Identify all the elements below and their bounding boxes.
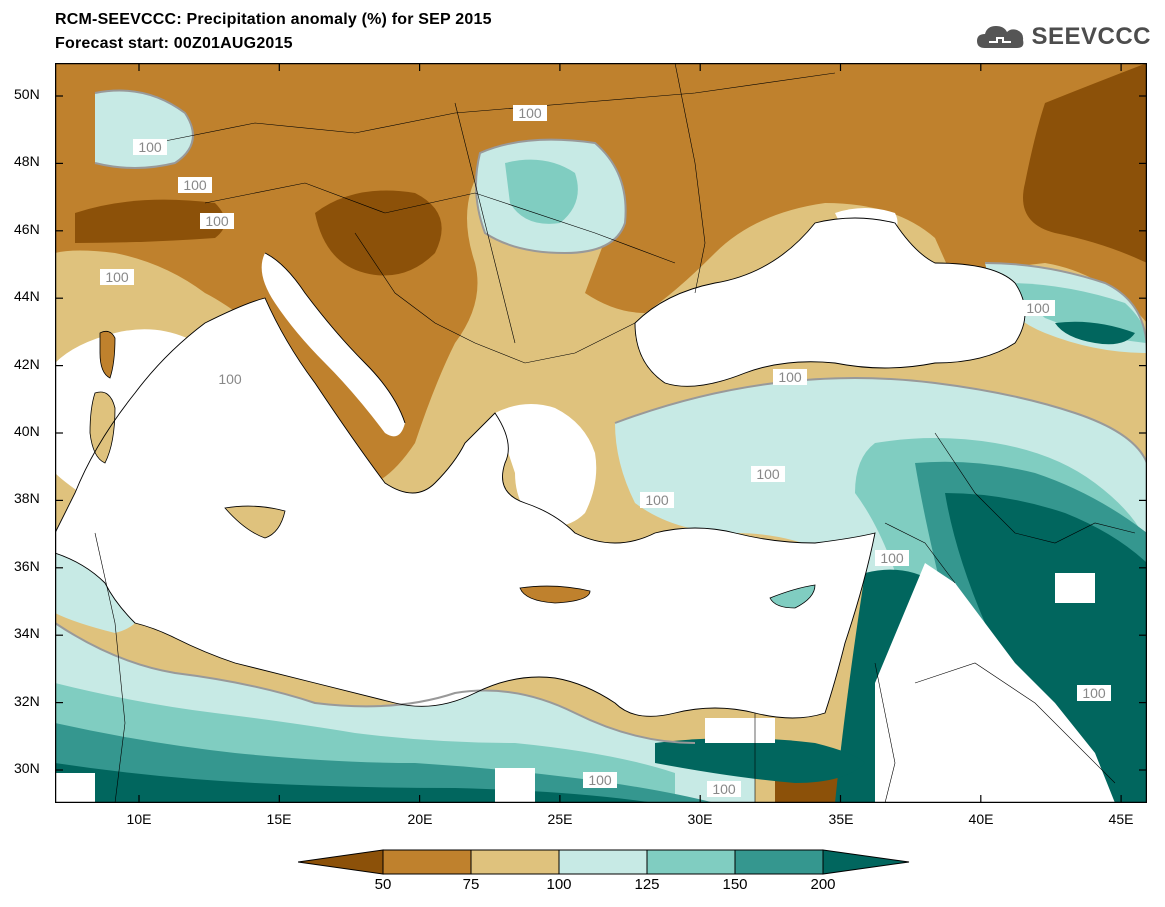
svg-text:100: 100 — [588, 772, 612, 788]
legend-label: 200 — [810, 876, 836, 893]
contour-label: 100 — [513, 105, 547, 121]
lon-label: 35E — [828, 811, 854, 827]
lat-label: 32N — [14, 693, 40, 709]
anomaly-field-below-50 — [315, 190, 442, 276]
legend-swatch-50-75 — [382, 849, 472, 875]
adriatic-sea — [261, 253, 405, 437]
logo-text: SEEVCCC — [1031, 23, 1151, 50]
contour-label: 100 — [213, 371, 247, 387]
axis-ticks — [55, 63, 1147, 803]
lat-label: 36N — [14, 558, 40, 574]
forecast-start-label: Forecast start: 00Z01AUG2015 — [55, 35, 293, 52]
contour-label: 100 — [707, 781, 741, 797]
lat-label: 30N — [14, 760, 40, 776]
legend-label: 150 — [722, 876, 748, 893]
sicily — [224, 505, 286, 539]
contour-label: 100 — [100, 269, 134, 285]
contour-label: 100 — [583, 772, 617, 788]
svg-text:100: 100 — [712, 781, 736, 797]
contour-label: 100 — [773, 369, 807, 385]
crete — [519, 585, 591, 604]
contour-label: 100 — [178, 177, 212, 193]
contour-label: 100 — [640, 492, 674, 508]
lon-label: 15E — [266, 811, 292, 827]
anomaly-field-above-200 — [655, 738, 865, 783]
contour-label: 100 — [1021, 300, 1055, 316]
anomaly-field-below-50 — [75, 199, 225, 243]
lat-label: 48N — [14, 153, 40, 169]
seevccc-logo: SEEVCCC — [975, 22, 1151, 52]
map-title: RCM-SEEVCCC: Precipitation anomaly (%) f… — [55, 11, 492, 28]
legend-label: 50 — [374, 876, 392, 893]
svg-text:100: 100 — [218, 371, 242, 387]
lat-label: 34N — [14, 625, 40, 641]
country-borders — [94, 63, 1136, 803]
anomaly-field-50-75 — [55, 63, 1147, 483]
legend-swatch-125-150 — [646, 849, 736, 875]
svg-text:100: 100 — [105, 269, 129, 285]
anomaly-field-100-125 — [95, 90, 193, 168]
svg-text:100: 100 — [518, 105, 542, 121]
svg-text:100: 100 — [183, 177, 207, 193]
cloud-icon — [977, 26, 1024, 48]
lon-label: 25E — [547, 811, 573, 827]
legend-label: 100 — [546, 876, 572, 893]
corsica — [99, 330, 116, 379]
contour-labels: 100 100 100 100 100 100 100 100 100 100 … — [100, 105, 1111, 797]
contour-label: 100 — [133, 139, 167, 155]
lat-label: 42N — [14, 356, 40, 372]
legend-label: 125 — [634, 876, 660, 893]
color-legend — [298, 849, 910, 875]
lon-label: 30E — [687, 811, 713, 827]
lon-label: 40E — [968, 811, 994, 827]
anomaly-field-above-200 — [1055, 321, 1135, 345]
legend-label: 75 — [462, 876, 480, 893]
svg-text:100: 100 — [756, 466, 780, 482]
anomaly-field-below-50 — [1023, 63, 1147, 263]
lat-label: 44N — [14, 288, 40, 304]
contour-label: 100 — [751, 466, 785, 482]
sardinia — [89, 391, 116, 464]
lon-label: 10E — [126, 811, 152, 827]
legend-swatch-above-200 — [822, 849, 910, 875]
lat-label: 40N — [14, 423, 40, 439]
svg-text:100: 100 — [778, 369, 802, 385]
svg-text:100: 100 — [645, 492, 669, 508]
contour-100 — [55, 89, 1147, 744]
contour-label: 100 — [200, 213, 234, 229]
svg-text:100: 100 — [138, 139, 162, 155]
mediterranean-sea — [55, 298, 875, 718]
lat-label: 38N — [14, 490, 40, 506]
masked-region — [875, 563, 1115, 803]
masked-region — [1055, 573, 1095, 603]
svg-text:100: 100 — [205, 213, 229, 229]
contour-label: 100 — [1077, 685, 1111, 701]
masked-region — [55, 773, 95, 803]
masked-region — [495, 768, 535, 803]
anomaly-map: 100 100 100 100 100 100 100 100 100 100 … — [55, 63, 1147, 803]
lon-label: 45E — [1108, 811, 1134, 827]
legend-swatch-75-100 — [470, 849, 560, 875]
svg-text:100: 100 — [880, 550, 904, 566]
sea-of-azov — [835, 208, 898, 243]
masked-region — [705, 718, 775, 743]
map-area: 100 100 100 100 100 100 100 100 100 100 … — [55, 63, 1147, 803]
lat-label: 46N — [14, 221, 40, 237]
svg-text:100: 100 — [1026, 300, 1050, 316]
anomaly-field-125-150 — [505, 159, 578, 224]
legend-swatch-150-200 — [734, 849, 824, 875]
anomaly-field-above-200 — [945, 493, 1147, 803]
aegean-sea — [495, 404, 597, 527]
cyprus — [769, 584, 816, 609]
contour-label: 100 — [875, 550, 909, 566]
legend-swatch-100-125 — [558, 849, 648, 875]
legend-swatch-below-50 — [298, 849, 384, 875]
svg-text:100: 100 — [1082, 685, 1106, 701]
lon-label: 20E — [407, 811, 433, 827]
black-sea — [635, 218, 1025, 387]
lat-label: 50N — [14, 86, 40, 102]
